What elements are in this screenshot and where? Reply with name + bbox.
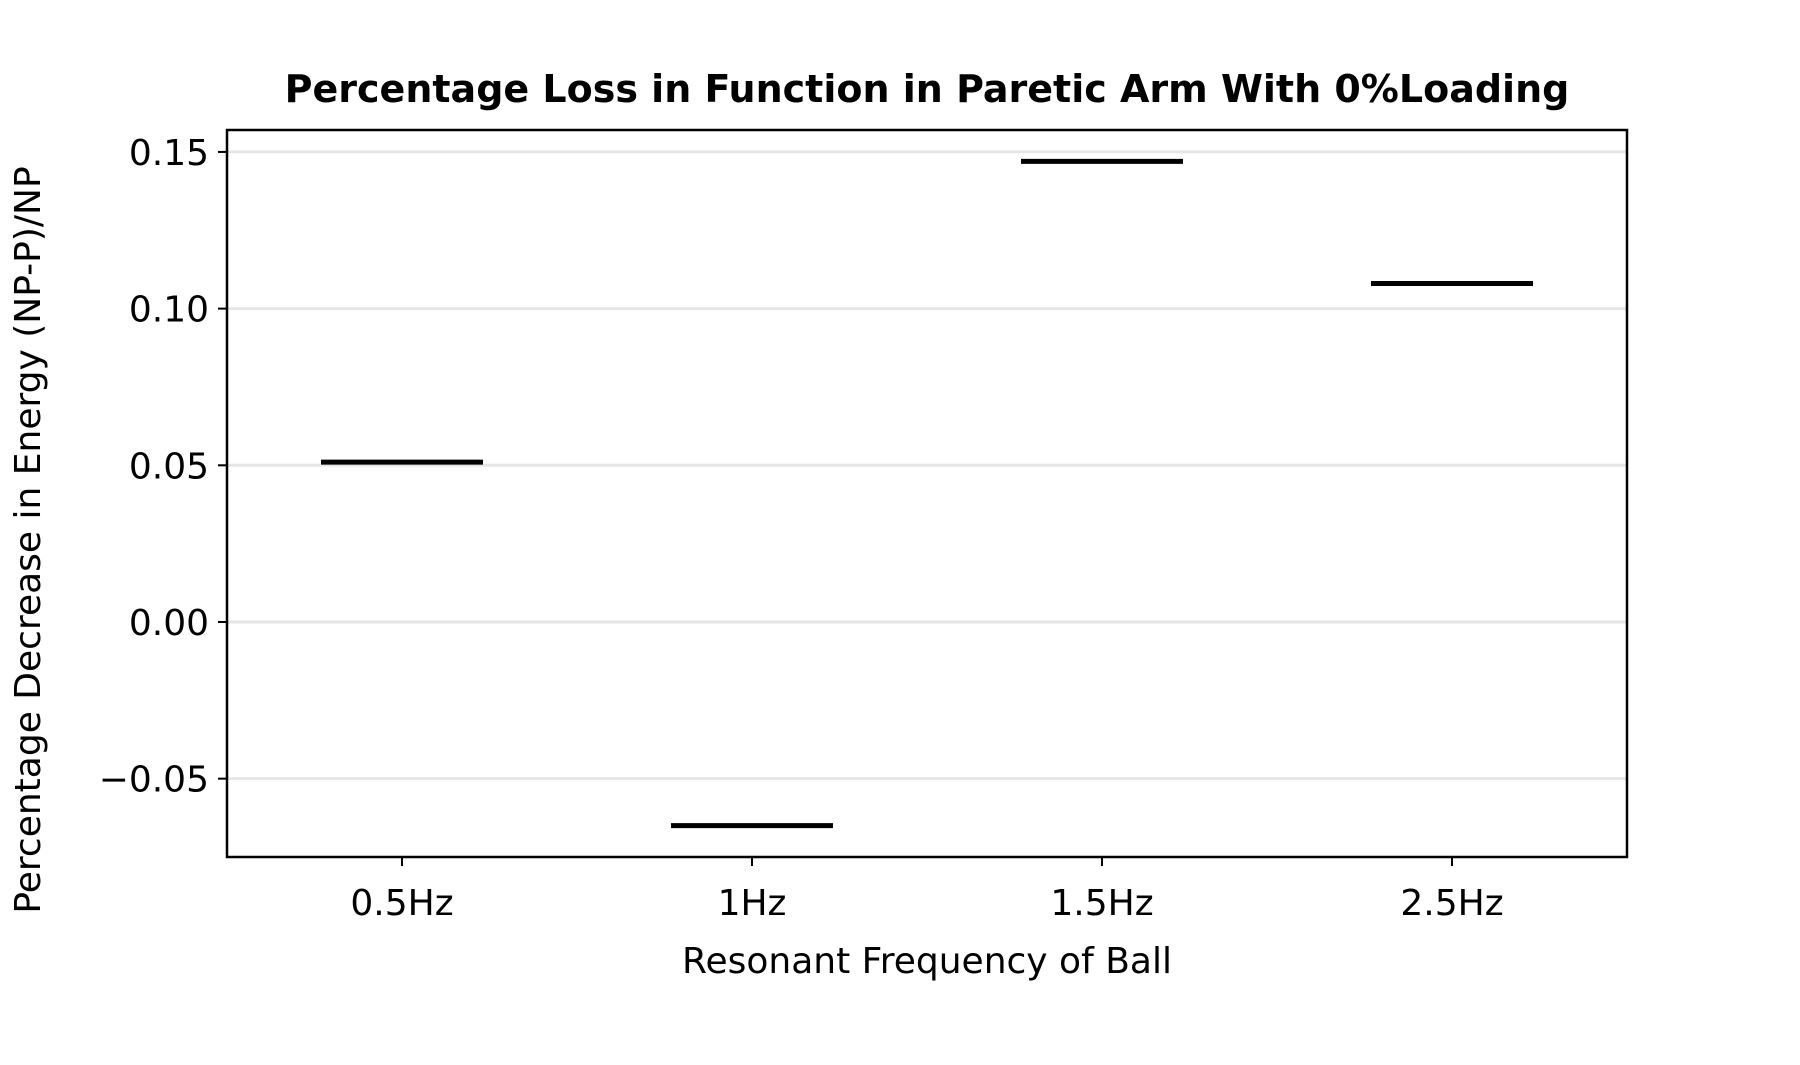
y-tick-label: 0.00 — [129, 603, 209, 644]
y-tick-label: 0.10 — [129, 290, 209, 331]
x-tick-label: 1.5Hz — [1050, 883, 1153, 924]
y-tick-label: −0.05 — [99, 760, 209, 801]
axis-ticks: −0.05 0.00 0.05 0.10 0.15 0.5Hz 1Hz 1.5Hz 2.5Hz — [99, 133, 1504, 924]
x-tick-label: 2.5Hz — [1400, 883, 1503, 924]
x-tick-label: 0.5Hz — [350, 883, 453, 924]
y-tick-label: 0.05 — [129, 446, 209, 487]
chart-title: Percentage Loss in Function in Paretic A… — [285, 67, 1570, 111]
data-marks — [321, 158, 1533, 829]
plot-frame — [225, 128, 1629, 859]
y-tick-label: 0.15 — [129, 133, 209, 174]
x-tick-label: 1Hz — [718, 883, 787, 924]
gridlines — [227, 150, 1627, 781]
y-axis-label: Percentage Decrease in Energy (NP-P)/NP — [8, 166, 49, 913]
x-axis-label: Resonant Frequency of Ball — [682, 941, 1172, 982]
